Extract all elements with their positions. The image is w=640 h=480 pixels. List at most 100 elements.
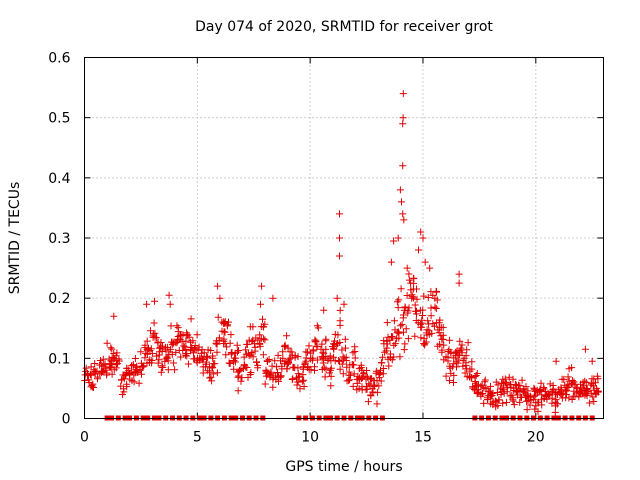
data-point — [227, 331, 235, 339]
data-point — [405, 276, 413, 284]
data-point — [390, 237, 398, 245]
data-point — [325, 369, 333, 377]
data-point — [227, 350, 235, 358]
data-point — [214, 282, 222, 290]
data-point — [509, 397, 517, 405]
data-point — [592, 379, 599, 387]
data-point — [268, 362, 276, 370]
data-point — [403, 264, 411, 272]
data-point — [151, 297, 158, 305]
data-point — [524, 387, 532, 395]
data-point — [455, 351, 463, 359]
data-point — [454, 356, 462, 364]
data-point — [405, 270, 413, 278]
data-point — [399, 90, 407, 98]
data-point — [493, 389, 501, 396]
data-point — [239, 365, 247, 372]
data-point — [91, 360, 99, 367]
data-point — [395, 296, 403, 304]
data-point — [338, 346, 346, 354]
data-point — [138, 362, 146, 370]
data-point — [418, 323, 426, 331]
data-point — [143, 300, 151, 308]
data-point — [132, 368, 140, 376]
data-point — [240, 353, 248, 361]
data-point — [564, 384, 572, 391]
data-point — [420, 340, 428, 347]
data-point — [143, 350, 151, 358]
data-point — [334, 331, 342, 339]
data-point — [166, 300, 174, 308]
y-tick-label: 0.5 — [48, 111, 70, 127]
data-point — [87, 371, 94, 379]
data-point — [553, 400, 561, 408]
data-point — [261, 380, 269, 388]
data-point — [487, 382, 494, 390]
data-point — [175, 346, 183, 354]
data-point — [150, 319, 158, 327]
data-point — [209, 360, 217, 368]
data-point — [256, 331, 264, 339]
data-point — [300, 383, 308, 390]
data-point — [339, 370, 347, 378]
data-point — [320, 364, 328, 372]
data-point — [152, 334, 160, 342]
data-point — [588, 357, 596, 365]
data-point — [313, 356, 321, 364]
data-point — [363, 382, 370, 390]
data-point — [387, 258, 395, 266]
data-point — [184, 360, 192, 368]
data-point — [208, 377, 216, 385]
data-point — [446, 377, 453, 385]
data-point — [204, 353, 212, 361]
data-point — [511, 380, 519, 388]
data-point — [526, 401, 534, 409]
data-point — [436, 316, 444, 324]
data-point — [413, 285, 420, 293]
data-point — [154, 339, 162, 347]
data-point — [590, 398, 598, 405]
data-point — [194, 346, 202, 354]
data-point — [235, 372, 243, 380]
data-point — [349, 349, 357, 357]
data-point — [130, 378, 138, 386]
data-point — [411, 301, 419, 309]
data-point — [563, 387, 571, 395]
data-point — [284, 344, 292, 352]
data-point — [399, 210, 407, 218]
data-point — [431, 303, 439, 311]
data-point — [593, 372, 601, 380]
data-point — [182, 346, 190, 353]
data-point — [327, 382, 335, 390]
data-point — [89, 380, 97, 388]
data-point — [298, 377, 306, 385]
data-point — [419, 234, 427, 242]
data-point — [411, 332, 419, 340]
data-point — [214, 313, 222, 321]
data-point — [103, 371, 111, 379]
y-tick-label: 0.3 — [48, 231, 70, 247]
y-tick-label: 0.2 — [48, 291, 70, 307]
data-point — [375, 382, 383, 390]
data-point — [285, 359, 292, 366]
data-point — [107, 344, 115, 352]
data-point — [433, 296, 441, 304]
data-point — [587, 380, 595, 388]
data-point — [158, 362, 166, 370]
data-point — [193, 331, 201, 339]
data-point — [147, 345, 155, 353]
data-point — [154, 359, 162, 367]
data-point — [122, 372, 129, 380]
data-point — [110, 312, 118, 320]
data-point — [221, 319, 228, 327]
data-point — [148, 350, 156, 357]
data-point — [167, 345, 175, 353]
data-point — [85, 379, 93, 386]
data-point — [586, 399, 594, 407]
data-point — [147, 327, 154, 335]
data-point — [209, 363, 217, 371]
data-point — [428, 329, 436, 337]
data-point — [108, 345, 116, 353]
data-point — [377, 359, 385, 367]
data-point — [377, 366, 384, 374]
